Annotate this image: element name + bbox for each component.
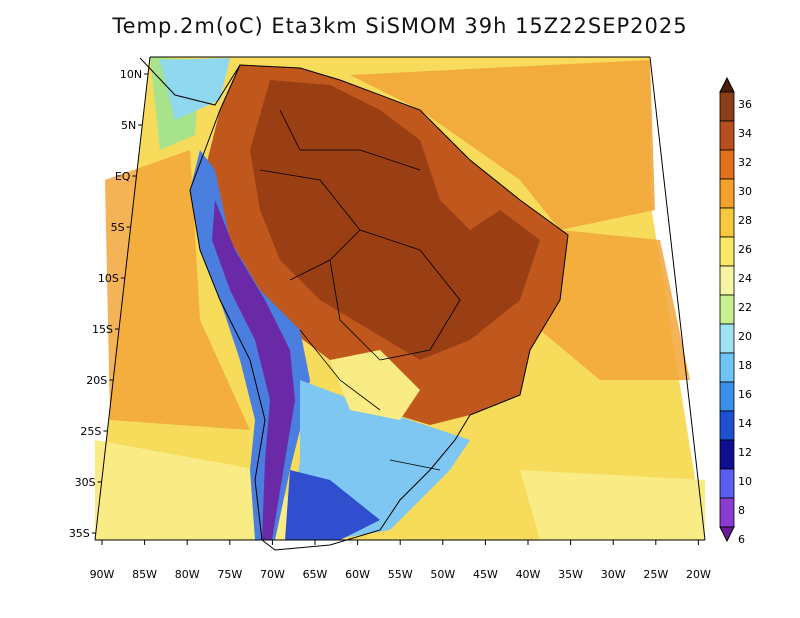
colorbar-label: 26 [738,243,752,256]
colorbar-label: 30 [738,185,752,198]
south-chaco [330,350,420,420]
lon-tick-label: 60W [345,568,370,581]
lat-tick-label: 35S [69,527,90,540]
lon-tick-label: 35W [558,568,583,581]
longitude-ticks: 90W 85W 80W 75W 70W 65W 60W 55W 50W 45W 40W 35W 30W 2… [90,540,711,581]
lat-tick-label: 25S [80,425,101,438]
ocean-cool-caribbean [160,58,230,120]
colorbar-top-arrow [719,76,735,93]
lon-tick-label: 80W [175,568,200,581]
colorbar-label: 36 [738,98,752,111]
colorbar-label: 16 [738,388,752,401]
coastline-south-america [189,64,569,551]
colorbar-label: 20 [738,330,752,343]
colorbar-swatch [719,468,735,499]
lon-tick-label: 85W [132,568,157,581]
lon-tick-label: 45W [473,568,498,581]
colorbar-swatch [719,439,735,470]
south-colder [285,470,380,540]
colorbar-label: 12 [738,446,752,459]
lon-tick-label: 90W [90,568,115,581]
lon-tick-label: 75W [217,568,242,581]
lon-tick-label: 70W [260,568,285,581]
colorbar-bottom-arrow [719,526,735,543]
border-lines [259,109,461,471]
colorbar-label: 22 [738,301,752,314]
colorbar-swatch [719,294,735,325]
colorbar-swatch [719,236,735,267]
lat-tick-label: 30S [75,476,96,489]
ocean-warm-atlantic-south [540,230,690,380]
colorbar-label: 28 [738,214,752,227]
lat-tick-label: 10S [98,272,119,285]
colorbar: 36 34 32 30 28 26 24 22 20 18 16 14 12 10 8 6 [719,76,752,546]
lon-tick-label: 30W [601,568,626,581]
lon-tick-label: 20W [686,568,711,581]
lat-tick-label: 20S [86,374,107,387]
colorbar-swatch [719,323,735,354]
colorbar-swatch [719,120,735,151]
ocean-warm-pacific [105,150,250,430]
latitude-ticks: 10N 5N EQ 5S 10S 15S 20S 25S 30S 35S [69,68,149,540]
colorbar-swatch [719,178,735,209]
colorbar-swatch [719,265,735,296]
lat-tick-label: 10N [120,68,142,81]
colorbar-swatch [719,381,735,412]
map-panel [95,57,705,540]
colorbar-swatch [719,410,735,441]
colorbar-swatch [719,149,735,180]
lon-tick-label: 25W [643,568,668,581]
lat-tick-label: 15S [92,323,113,336]
lat-tick-label: EQ [115,170,131,183]
colorbar-swatch [719,91,735,122]
lat-tick-label: 5N [121,119,136,132]
ocean-cool-band-east [520,470,705,540]
map-title: Temp.2m(oC) Eta3km SiSMOM 39h 15Z22SEP20… [112,14,688,38]
ocean-warm-atlantic [350,60,655,230]
colorbar-label: 34 [738,127,752,140]
colorbar-swatch [719,207,735,238]
andes-very-cold [212,200,295,540]
lat-tick-label: 5S [111,221,125,234]
lon-tick-label: 50W [430,568,455,581]
colorbar-label: 32 [738,156,752,169]
colorbar-swatch [719,352,735,383]
lon-tick-label: 55W [388,568,413,581]
colorbar-label: 6 [738,533,745,546]
colorbar-label: 24 [738,272,752,285]
colorbar-label: 8 [738,504,745,517]
coastlines [139,57,569,551]
lon-tick-label: 40W [516,568,541,581]
colorbar-swatch [719,497,735,528]
colorbar-label: 14 [738,417,752,430]
colorbar-label: 18 [738,359,752,372]
lon-tick-label: 65W [303,568,328,581]
colorbar-label: 10 [738,475,752,488]
central-america-coast [139,57,241,106]
